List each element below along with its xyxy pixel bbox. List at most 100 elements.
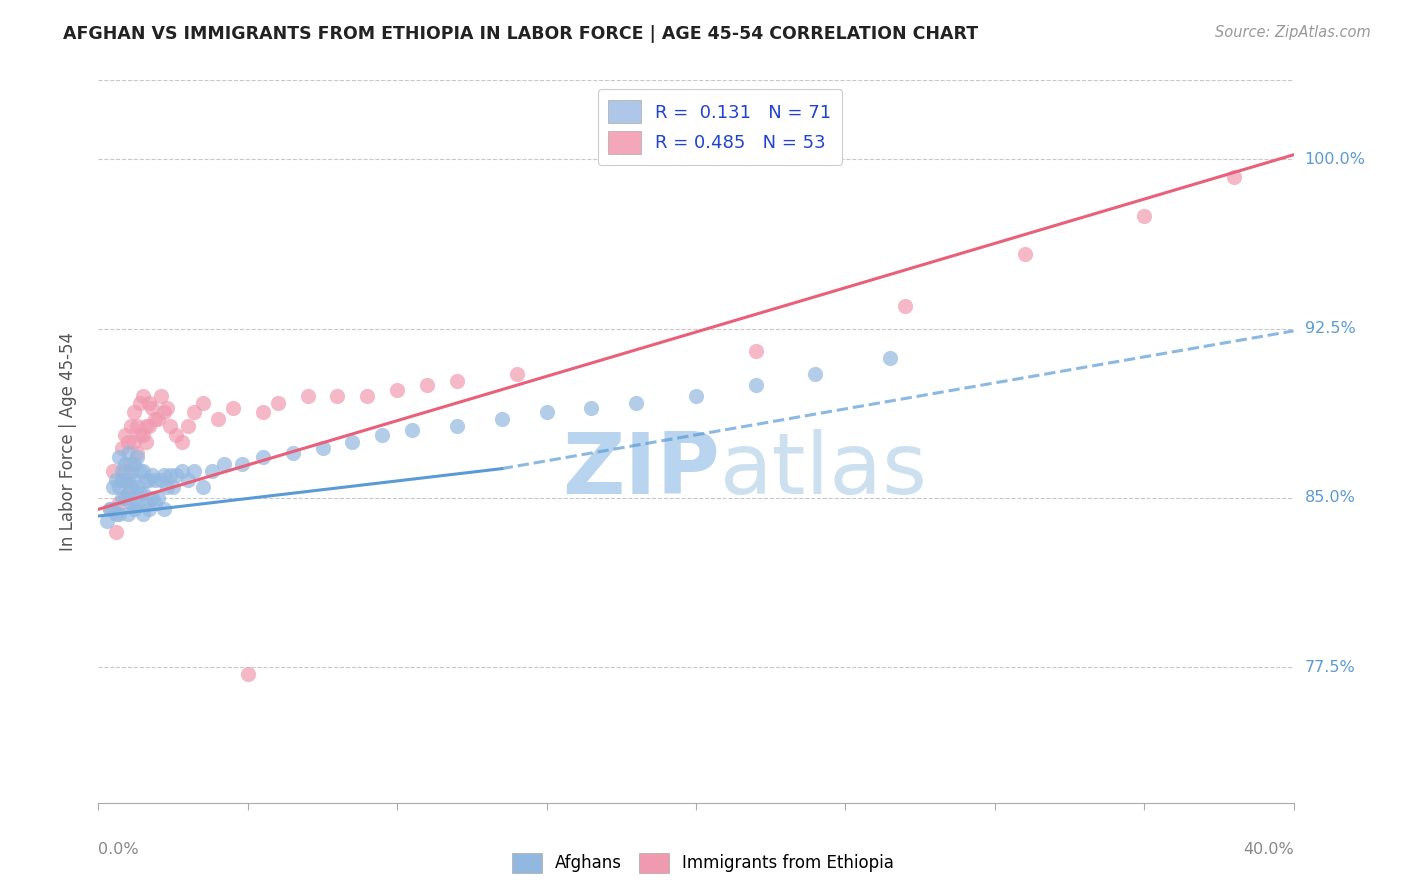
Point	[111, 473, 134, 487]
Point	[120, 480, 142, 494]
Point	[127, 418, 149, 433]
Point	[143, 495, 166, 509]
Point	[124, 434, 146, 449]
Point	[416, 378, 439, 392]
Point	[159, 418, 181, 433]
Point	[156, 480, 179, 494]
Point	[117, 434, 139, 449]
Legend: Afghans, Immigrants from Ethiopia: Afghans, Immigrants from Ethiopia	[505, 847, 901, 880]
Point	[127, 450, 149, 465]
Point	[148, 412, 170, 426]
Point	[745, 378, 768, 392]
Point	[103, 464, 125, 478]
Point	[103, 502, 125, 516]
Point	[132, 464, 155, 478]
Point	[135, 434, 157, 449]
Point	[506, 367, 529, 381]
Point	[172, 464, 194, 478]
Point	[207, 412, 229, 426]
Point	[129, 396, 152, 410]
Point	[138, 418, 160, 433]
Point	[162, 480, 184, 494]
Point	[491, 412, 513, 426]
Legend: R =  0.131   N = 71, R = 0.485   N = 53: R = 0.131 N = 71, R = 0.485 N = 53	[598, 89, 842, 165]
Point	[153, 468, 176, 483]
Point	[105, 524, 128, 539]
Point	[117, 473, 139, 487]
Point	[135, 418, 157, 433]
Point	[150, 473, 173, 487]
Point	[132, 389, 155, 403]
Point	[150, 389, 173, 403]
Point	[132, 427, 155, 442]
Point	[105, 473, 128, 487]
Point	[120, 418, 142, 433]
Point	[124, 502, 146, 516]
Point	[143, 473, 166, 487]
Point	[138, 396, 160, 410]
Point	[252, 405, 274, 419]
Point	[117, 507, 139, 521]
Point	[183, 464, 205, 478]
Point	[127, 446, 149, 460]
Text: 0.0%: 0.0%	[98, 842, 139, 856]
Point	[371, 427, 394, 442]
Point	[165, 427, 187, 442]
Point	[138, 473, 160, 487]
Point	[108, 480, 131, 494]
Point	[156, 401, 179, 415]
Point	[132, 507, 155, 521]
Point	[236, 667, 259, 681]
Point	[685, 389, 707, 403]
Point	[536, 405, 558, 419]
Text: 92.5%: 92.5%	[1305, 321, 1355, 336]
Point	[446, 374, 468, 388]
Text: atlas: atlas	[720, 429, 928, 512]
Point	[177, 418, 200, 433]
Point	[143, 412, 166, 426]
Point	[311, 442, 333, 456]
Point	[108, 507, 131, 521]
Point	[804, 367, 827, 381]
Text: 85.0%: 85.0%	[1305, 491, 1355, 506]
Text: 40.0%: 40.0%	[1243, 842, 1294, 856]
Point	[141, 401, 163, 415]
Text: 100.0%: 100.0%	[1305, 152, 1365, 167]
Point	[745, 344, 768, 359]
Point	[138, 502, 160, 516]
Point	[894, 299, 917, 313]
Point	[297, 389, 319, 403]
Point	[281, 446, 304, 460]
Point	[103, 480, 125, 494]
Text: 77.5%: 77.5%	[1305, 660, 1355, 675]
Point	[1014, 247, 1036, 261]
Point	[141, 468, 163, 483]
Point	[129, 427, 152, 442]
Point	[114, 464, 136, 478]
Point	[1223, 170, 1246, 185]
Point	[148, 491, 170, 505]
Point	[111, 473, 134, 487]
Y-axis label: In Labor Force | Age 45-54: In Labor Force | Age 45-54	[59, 332, 77, 551]
Point	[172, 434, 194, 449]
Point	[1133, 209, 1156, 223]
Point	[120, 457, 142, 471]
Point	[141, 491, 163, 505]
Point	[267, 396, 290, 410]
Point	[191, 480, 214, 494]
Point	[626, 396, 648, 410]
Point	[212, 457, 235, 471]
Point	[111, 442, 134, 456]
Point	[108, 450, 131, 465]
Point	[105, 507, 128, 521]
Point	[385, 383, 409, 397]
Point	[114, 427, 136, 442]
Point	[114, 457, 136, 471]
Point	[98, 502, 122, 516]
Point	[127, 480, 149, 494]
Point	[111, 491, 134, 505]
Point	[153, 405, 176, 419]
Point	[124, 457, 146, 471]
Point	[201, 464, 224, 478]
Point	[120, 495, 142, 509]
